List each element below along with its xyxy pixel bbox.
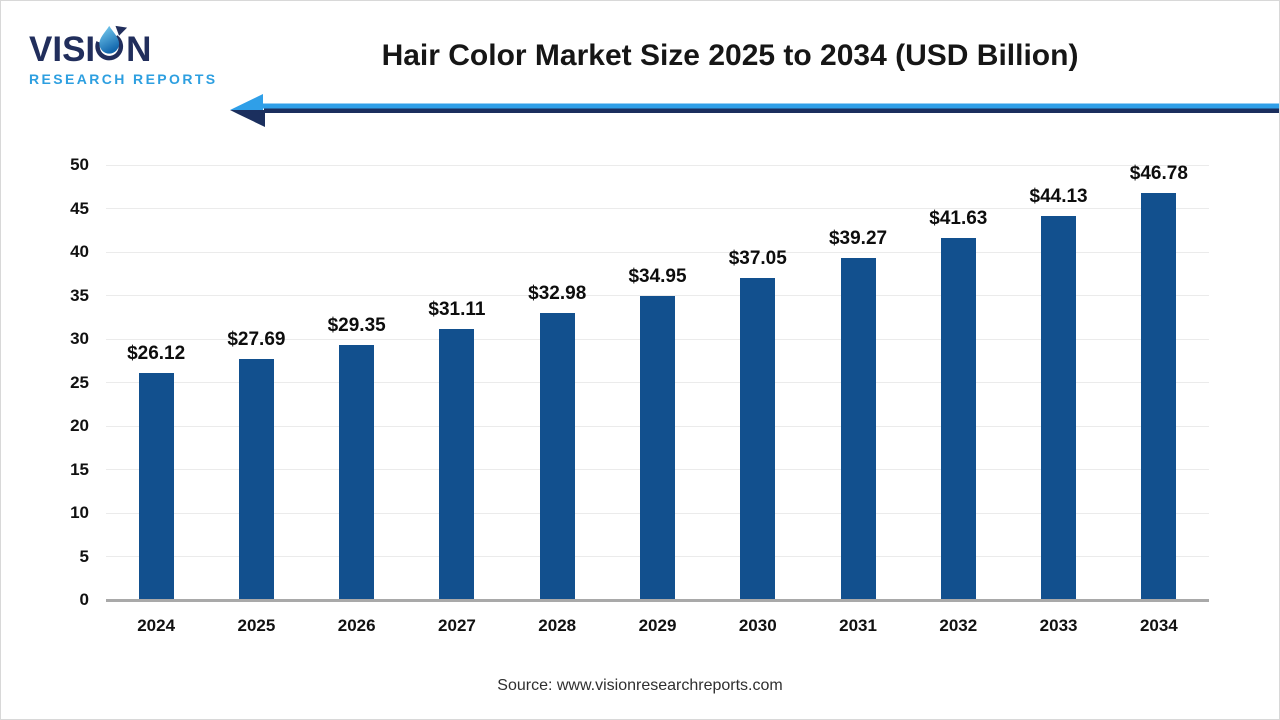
y-tick-label: 5 xyxy=(79,546,89,566)
logo-text-post: N xyxy=(126,30,152,69)
bar-value-label: $39.27 xyxy=(828,228,888,250)
x-tick-label: 2024 xyxy=(137,616,176,635)
y-tick-label: 25 xyxy=(70,372,89,392)
bar xyxy=(740,277,776,599)
y-tick-label: 35 xyxy=(70,285,89,305)
gridline xyxy=(106,295,1209,296)
bar-value-label: $34.95 xyxy=(628,265,687,287)
x-axis-line xyxy=(106,599,1209,602)
x-tick-label: 2029 xyxy=(638,616,677,635)
bar xyxy=(539,313,575,599)
bar xyxy=(138,372,174,599)
bar xyxy=(1141,193,1177,599)
gridline xyxy=(106,164,1209,166)
x-tick-label: 2033 xyxy=(1039,616,1078,635)
bar xyxy=(640,295,675,599)
y-tick-label: 50 xyxy=(70,155,89,174)
bar xyxy=(840,258,876,599)
bar-value-label: $41.63 xyxy=(929,207,988,229)
chart-title: Hair Color Market Size 2025 to 2034 (USD… xyxy=(381,39,1079,72)
y-tick-label: 40 xyxy=(70,242,89,261)
bar xyxy=(1041,216,1077,599)
x-tick-label: 2026 xyxy=(337,616,376,635)
x-tick-label: 2034 xyxy=(1139,616,1178,635)
x-tick-label: 2027 xyxy=(438,616,476,635)
x-tick-label: 2028 xyxy=(538,616,577,635)
y-tick-label: 10 xyxy=(70,503,89,522)
logo-wordmark: VISI N xyxy=(29,23,209,67)
logo-subtext: RESEARCH REPORTS xyxy=(29,71,218,87)
y-tick-label: 20 xyxy=(70,416,89,435)
y-tick-label: 0 xyxy=(79,590,89,609)
bar xyxy=(339,344,375,599)
x-tick-label: 2030 xyxy=(738,616,777,635)
bar-value-label: $46.78 xyxy=(1129,163,1188,184)
bar-value-label: $27.69 xyxy=(227,329,286,351)
bar-value-label: $29.35 xyxy=(327,314,386,336)
y-tick-label: 15 xyxy=(70,459,89,479)
bar xyxy=(238,359,274,599)
left-arrow-divider-icon xyxy=(230,94,1279,127)
gridline xyxy=(106,251,1209,253)
logo-text-pre: VISI xyxy=(29,30,96,69)
bar-value-label: $31.11 xyxy=(428,299,486,321)
y-tick-label: 30 xyxy=(70,329,89,348)
x-tick-label: 2025 xyxy=(237,616,276,635)
bar xyxy=(439,329,475,599)
x-tick-label: 2031 xyxy=(839,616,877,635)
bar-value-label: $37.05 xyxy=(728,247,787,269)
bar-value-label: $44.13 xyxy=(1029,186,1088,208)
bar xyxy=(940,237,976,599)
source-note: Source: www.visionresearchreports.com xyxy=(497,677,783,694)
x-tick-label: 2032 xyxy=(939,616,978,635)
bar-value-label: $26.12 xyxy=(127,342,186,364)
water-droplet-icon xyxy=(94,23,128,67)
gridline xyxy=(106,208,1209,209)
y-tick-label: 45 xyxy=(70,198,89,218)
vision-research-reports-logo: VISI N RESEARCH REPORTS xyxy=(29,23,218,87)
bar-value-label: $32.98 xyxy=(528,283,587,305)
